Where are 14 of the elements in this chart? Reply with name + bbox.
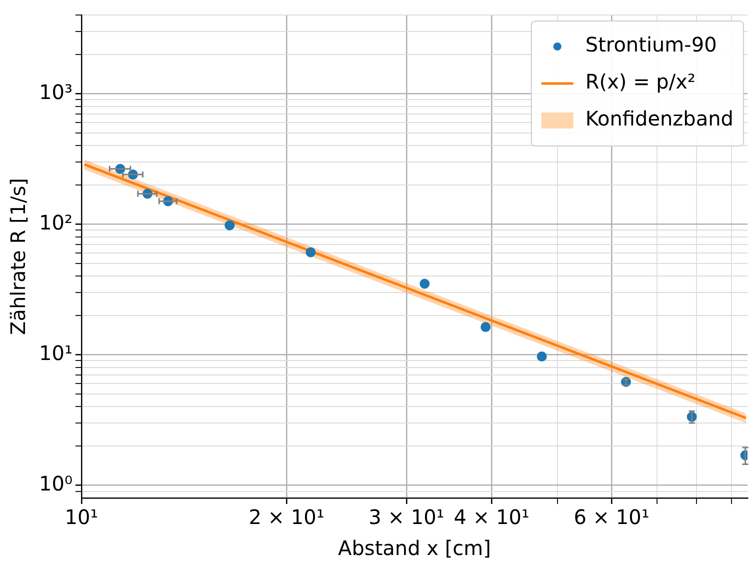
- y-tick-label: 10³: [39, 80, 72, 104]
- x-tick-label: 10¹: [64, 505, 98, 530]
- x-tick-label: 6 × 10¹: [574, 505, 650, 530]
- y-tick-label: 10⁰: [39, 472, 72, 496]
- legend-label: Konfidenzband: [585, 106, 734, 131]
- y-tick-label: 10¹: [39, 340, 72, 365]
- x-tick-label: 2 × 10¹: [248, 505, 324, 530]
- x-tick-label: 3 × 10¹: [368, 505, 444, 530]
- y-tick-label: 10²: [39, 210, 72, 234]
- legend-label: Strontium-90: [585, 32, 717, 57]
- x-axis-title: Abstand x [cm]: [338, 536, 491, 560]
- legend-label: R(x) = p/x²: [585, 70, 696, 94]
- y-axis-title: Zählrate R [1/s]: [6, 178, 30, 335]
- x-tick-label: 4 × 10¹: [454, 505, 530, 530]
